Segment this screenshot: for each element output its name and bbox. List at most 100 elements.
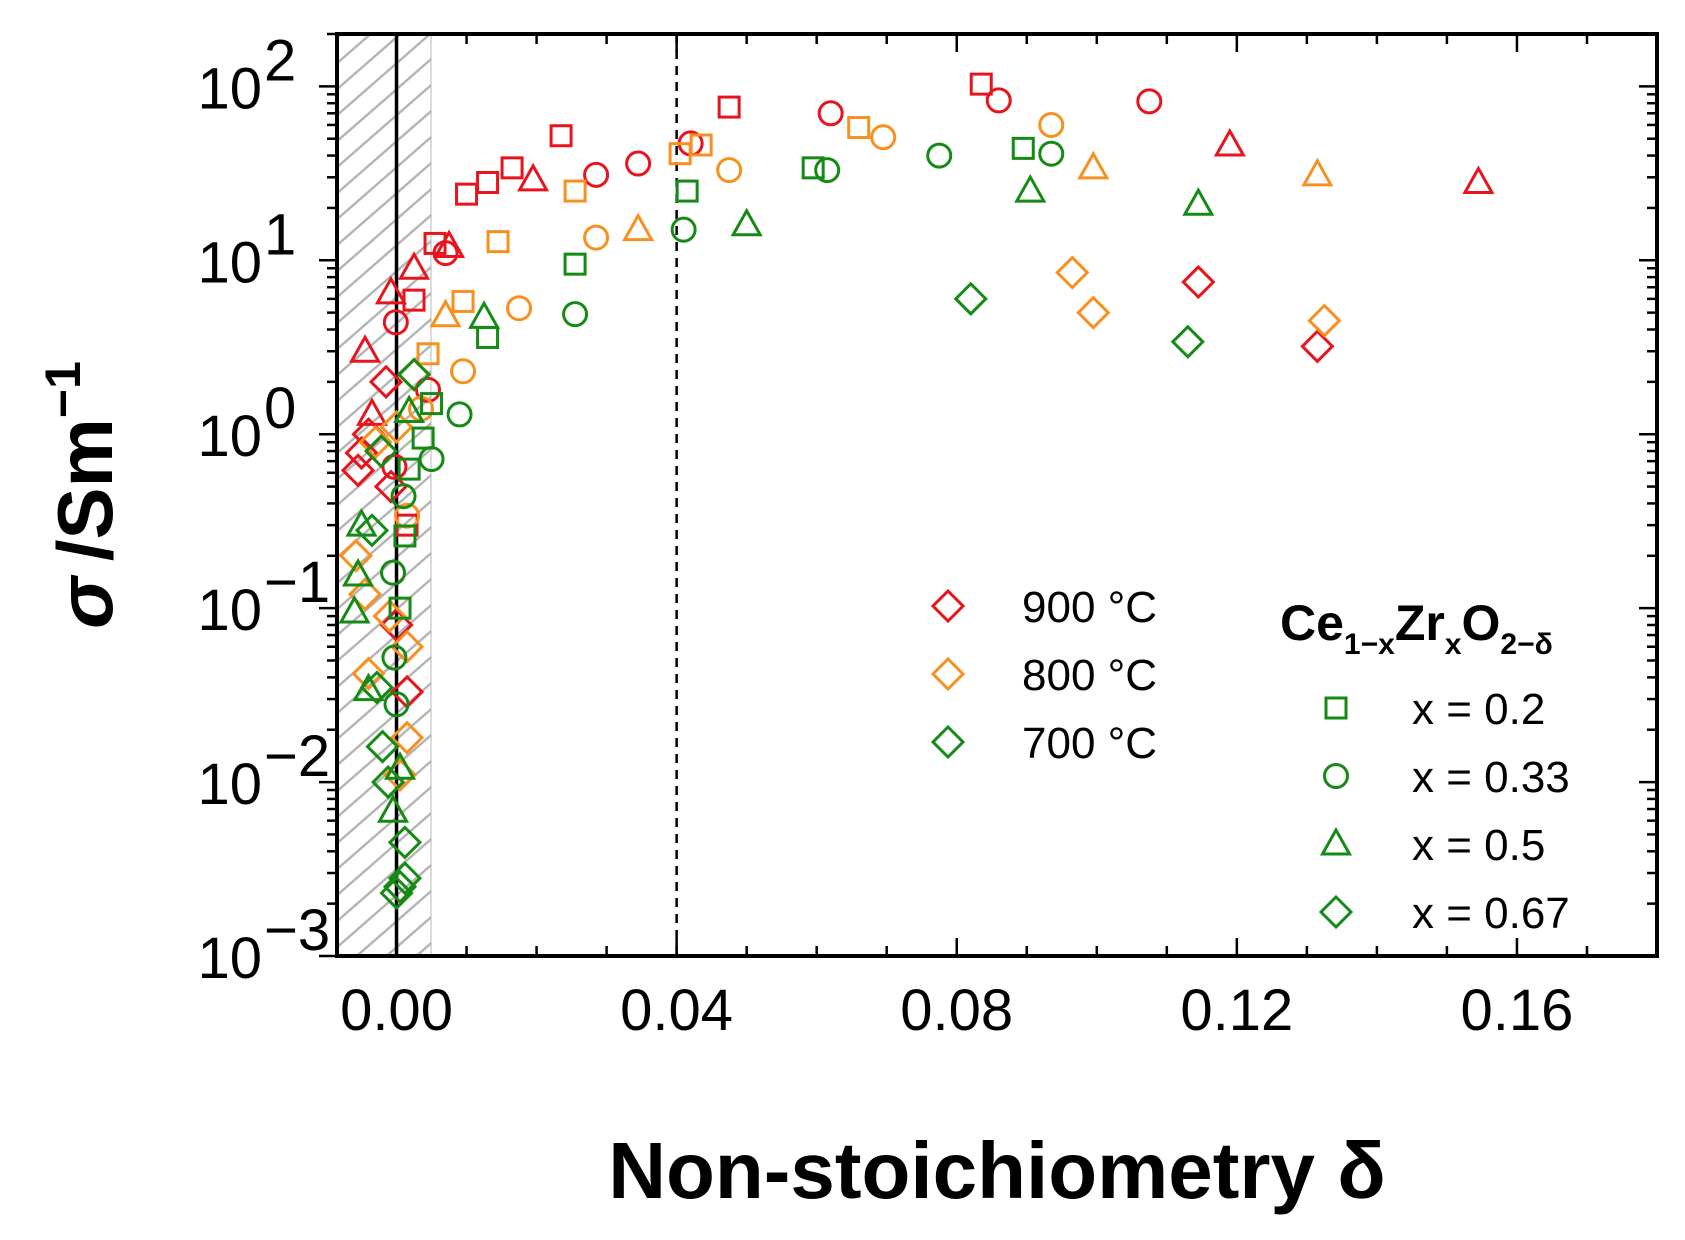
data-point-900-diamond: [373, 469, 409, 504]
hatch-line: [327, 0, 442, 20]
data-point-700-circle: [814, 157, 841, 184]
x-tick-labels: 0.00 0.04 0.08 0.12 0.16: [340, 978, 1573, 1043]
plot-frame: [335, 32, 1659, 958]
hatch-line: [337, 239, 432, 325]
data-point-900-triangle: [397, 251, 431, 280]
data-point-700-circle: [670, 216, 697, 243]
hatch-line: [337, 343, 432, 429]
data-point-800-diamond: [1076, 295, 1111, 330]
temperature-legend: 900 °C 800 °C 700 °C: [930, 583, 1157, 768]
data-point-700-circle: [446, 401, 473, 428]
composition-legend-title: Ce1−xZrxO2−δ: [1280, 595, 1553, 661]
data-point-700-square: [1011, 136, 1035, 160]
data-point-700-diamond: [365, 729, 400, 764]
title-o: O: [1462, 595, 1501, 651]
x-axis-title: Non-stoichiometry δ: [608, 1126, 1385, 1215]
legend-label-diamond: x = 0.67: [1412, 889, 1570, 938]
hatch-line: [337, 499, 432, 585]
legend-label-900: 900 °C: [1022, 583, 1157, 632]
hatch-line: [337, 525, 432, 611]
data-point-900-diamond: [1300, 329, 1335, 364]
data-point-800-square: [416, 342, 440, 366]
data-point-800-diamond: [1307, 303, 1342, 338]
data-point-800-diamond: [347, 577, 383, 612]
y-tick-exponent: 0: [264, 376, 296, 441]
hatch-line: [337, 265, 432, 351]
data-point-800-circle: [716, 157, 743, 184]
data-point-700-diamond: [382, 869, 418, 904]
data-point-700-circle: [383, 691, 410, 718]
hatch-line: [414, 941, 432, 956]
legend-marker-700: [930, 724, 966, 760]
y-axis-symbol: σ: [41, 574, 129, 629]
y-tick-exponent: 1: [264, 202, 296, 267]
title-sub-3: 2−δ: [1500, 628, 1552, 661]
hatch-line: [337, 707, 432, 793]
data-point-800-circle: [506, 295, 533, 322]
data-point-900-circle: [1136, 88, 1163, 115]
data-point-900-diamond: [1181, 264, 1216, 300]
legend-marker-circle: [1323, 763, 1349, 789]
legend-marker-800: [930, 656, 966, 692]
data-point-700-triangle: [467, 300, 501, 329]
data-point-700-square: [397, 457, 421, 481]
data-point-700-diamond: [396, 357, 432, 392]
data-point-700-square: [563, 252, 587, 276]
data-point-900-triangle: [1462, 165, 1495, 195]
hatch-line: [337, 34, 373, 65]
data-point-700-triangle: [341, 557, 375, 587]
hatch-line: [337, 655, 432, 741]
legend-label-square: x = 0.2: [1412, 685, 1545, 734]
y-tick-label: 10: [197, 752, 262, 817]
y-tick-label: 10: [197, 926, 262, 991]
data-point-700-diamond: [354, 513, 390, 548]
data-point-800-diamond: [389, 629, 425, 664]
data-point-800-triangle: [429, 298, 462, 328]
data-point-900-square: [455, 182, 479, 206]
hatch-line: [337, 135, 432, 221]
y-tick-label: 10: [197, 404, 262, 469]
data-point-900-square: [476, 171, 500, 195]
data-point-800-circle: [870, 124, 897, 151]
y-tick-label: 10: [197, 230, 262, 295]
data-point-900-circle: [985, 87, 1012, 114]
title-sub-1: 1−x: [1344, 628, 1395, 661]
hatch-line: [337, 577, 432, 663]
hatch-line: [337, 317, 432, 403]
data-point-900-square: [549, 124, 573, 148]
y-axis-unit: /Sm: [41, 418, 129, 561]
data-point-800-diamond: [372, 598, 407, 634]
hatch-line: [337, 34, 432, 117]
y-tick-label: 10: [197, 56, 262, 121]
x-tick-label: 0.12: [1180, 978, 1293, 1043]
data-point-700-triangle: [1182, 187, 1215, 216]
data-point-700-square: [411, 426, 435, 450]
hatch-line: [337, 785, 432, 871]
data-point-700-circle: [1038, 140, 1065, 167]
title-zr: Zr: [1395, 595, 1445, 651]
data-point-700-circle: [381, 644, 408, 671]
data-point-900-circle: [382, 309, 409, 336]
data-point-900-triangle: [432, 229, 466, 259]
hatched-region: [327, 0, 442, 956]
hatch-line: [337, 57, 432, 143]
data-point-900-diamond: [340, 453, 376, 488]
hatch-line: [337, 34, 403, 91]
data-point-800-diamond: [389, 720, 425, 755]
data-point-800-square: [486, 230, 510, 254]
data-point-800-circle: [1038, 111, 1065, 138]
hatch-line: [337, 83, 432, 169]
data-point-800-square: [689, 133, 713, 157]
y-axis-unit-exponent: −1: [35, 361, 91, 418]
legend-label-circle: x = 0.33: [1412, 753, 1570, 802]
data-point-900-triangle: [1213, 127, 1246, 157]
data-point-700-triangle: [730, 207, 763, 237]
data-point-700-circle: [380, 559, 407, 586]
hatch-line: [337, 187, 432, 273]
data-point-700-circle: [926, 142, 953, 169]
data-point-800-circle: [583, 224, 610, 251]
data-point-700-square: [675, 179, 699, 203]
title-ce: Ce: [1280, 595, 1344, 651]
data-point-900-circle: [583, 161, 610, 188]
data-point-700-circle: [418, 446, 445, 473]
